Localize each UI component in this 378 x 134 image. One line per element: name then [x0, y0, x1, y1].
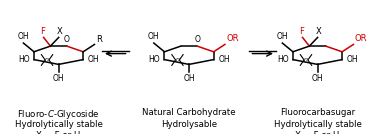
Text: OH: OH [312, 74, 323, 83]
Text: Natural Carbohydrate: Natural Carbohydrate [142, 108, 236, 117]
Text: OH: OH [148, 32, 160, 41]
Text: Fluorocarbasugar: Fluorocarbasugar [280, 108, 355, 117]
Text: OR: OR [226, 34, 239, 43]
Text: OH: OH [88, 55, 99, 64]
Text: Hydrolytically stable: Hydrolytically stable [15, 120, 102, 129]
Text: O: O [194, 35, 200, 44]
Text: O: O [64, 35, 70, 44]
Text: HO: HO [148, 55, 160, 64]
Text: OH: OH [183, 74, 195, 83]
Text: OH: OH [18, 32, 29, 41]
Text: F: F [299, 27, 304, 36]
Text: n: n [175, 57, 180, 62]
Text: Fluoro-$\it{C}$-Glycoside: Fluoro-$\it{C}$-Glycoside [17, 108, 100, 121]
Text: X = F or H: X = F or H [36, 131, 81, 134]
Text: OH: OH [277, 32, 288, 41]
Text: Hydrolytically stable: Hydrolytically stable [274, 120, 361, 129]
Text: X: X [316, 27, 322, 36]
Text: OH: OH [347, 55, 358, 64]
Text: OH: OH [218, 55, 230, 64]
Text: R: R [96, 35, 102, 44]
Text: n: n [304, 57, 308, 62]
Text: HO: HO [18, 55, 29, 64]
Text: X = F or H: X = F or H [295, 131, 340, 134]
Text: X: X [57, 27, 63, 36]
Text: n: n [45, 57, 49, 62]
Text: OH: OH [53, 74, 64, 83]
Text: HO: HO [277, 55, 288, 64]
Text: Hydrolysable: Hydrolysable [161, 120, 217, 129]
Text: F: F [40, 27, 45, 36]
Text: OR: OR [355, 34, 367, 43]
